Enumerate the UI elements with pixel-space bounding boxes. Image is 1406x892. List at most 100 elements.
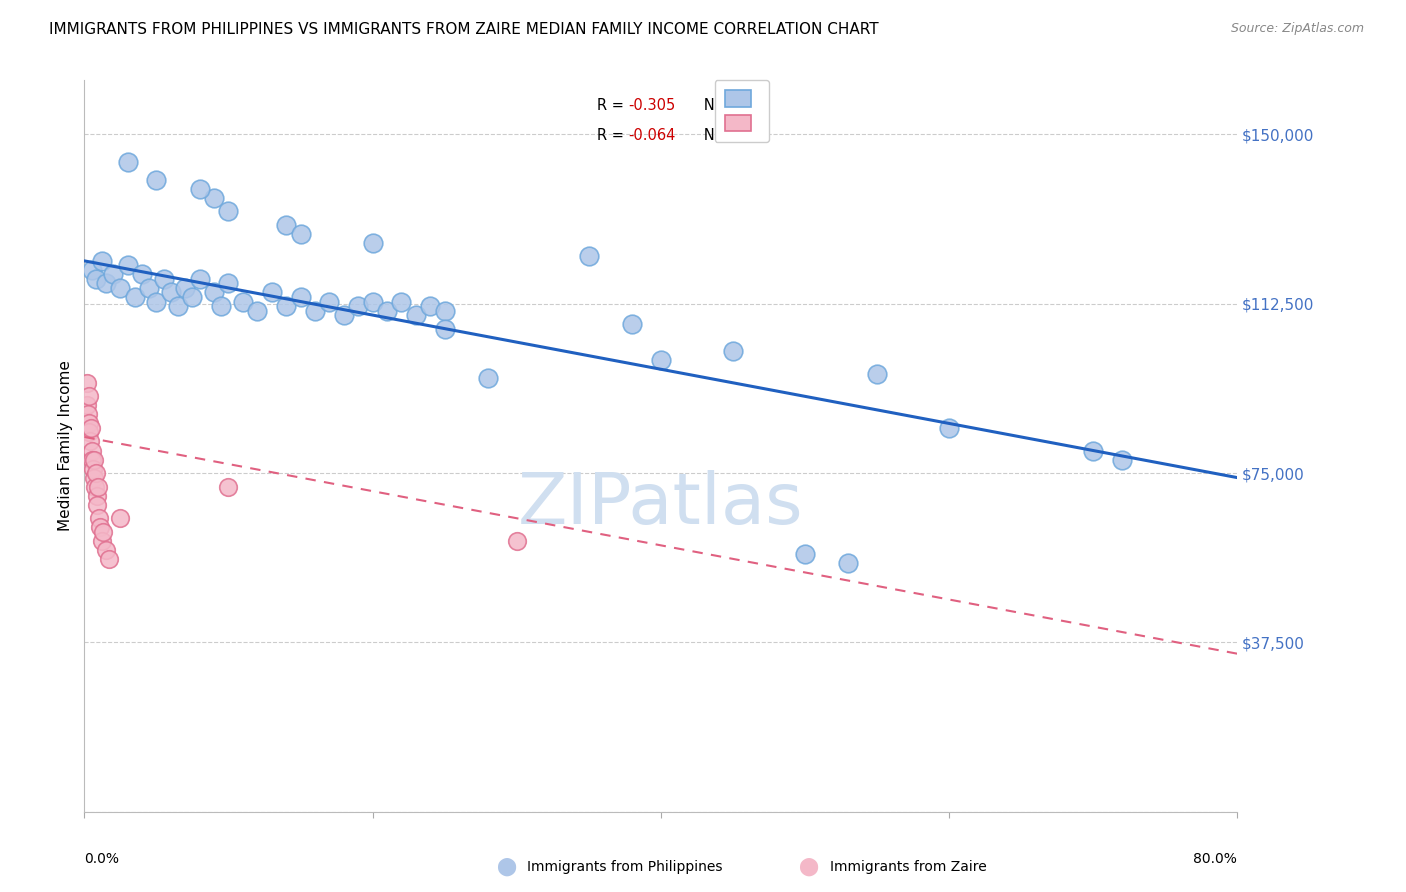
Point xyxy=(174,281,197,295)
Point xyxy=(938,421,960,435)
Point xyxy=(131,268,153,282)
Point xyxy=(84,480,107,494)
Point xyxy=(90,533,112,548)
Point xyxy=(202,285,225,300)
Text: 80.0%: 80.0% xyxy=(1194,852,1237,866)
Point xyxy=(94,542,117,557)
Point xyxy=(145,172,167,186)
Point xyxy=(276,299,298,313)
Point xyxy=(103,268,124,282)
Point xyxy=(202,191,225,205)
Text: IMMIGRANTS FROM PHILIPPINES VS IMMIGRANTS FROM ZAIRE MEDIAN FAMILY INCOME CORREL: IMMIGRANTS FROM PHILIPPINES VS IMMIGRANT… xyxy=(49,22,879,37)
Text: Immigrants from Philippines: Immigrants from Philippines xyxy=(527,860,723,874)
Text: ZIPatlas: ZIPatlas xyxy=(517,470,804,539)
Point xyxy=(1111,452,1133,467)
Point xyxy=(83,470,105,484)
Point xyxy=(84,466,107,480)
Text: N =: N = xyxy=(690,128,735,143)
Point xyxy=(80,452,103,467)
Point xyxy=(77,417,100,431)
Point xyxy=(76,376,98,390)
Point xyxy=(86,498,108,512)
Point xyxy=(209,299,232,313)
Point xyxy=(232,294,254,309)
Point xyxy=(80,421,103,435)
Point xyxy=(721,344,744,359)
Point xyxy=(405,308,427,322)
Point xyxy=(276,218,298,232)
Point xyxy=(160,285,183,300)
Point xyxy=(361,235,384,250)
Point xyxy=(290,290,312,304)
Point xyxy=(138,281,160,295)
Point xyxy=(80,443,103,458)
Point xyxy=(117,259,139,273)
Point xyxy=(578,249,600,263)
Point xyxy=(1083,443,1105,458)
Text: R =: R = xyxy=(598,128,628,143)
Point xyxy=(333,308,356,322)
Point xyxy=(246,303,269,318)
Point xyxy=(391,294,413,309)
Point xyxy=(124,290,146,304)
Text: Source: ZipAtlas.com: Source: ZipAtlas.com xyxy=(1230,22,1364,36)
Text: ⬤: ⬤ xyxy=(496,858,516,876)
Point xyxy=(260,285,283,300)
Point xyxy=(188,272,211,286)
Point xyxy=(79,425,101,440)
Point xyxy=(347,299,370,313)
Point xyxy=(794,547,817,561)
Point xyxy=(304,303,326,318)
Point xyxy=(361,294,384,309)
Point xyxy=(290,227,312,241)
Point xyxy=(837,557,859,571)
Point xyxy=(87,480,110,494)
Point xyxy=(82,461,104,475)
Point xyxy=(188,181,211,195)
Point xyxy=(86,489,108,503)
Legend: , : , xyxy=(714,80,769,142)
Text: ⬤: ⬤ xyxy=(799,858,818,876)
Point xyxy=(145,294,167,309)
Point xyxy=(90,253,112,268)
Point xyxy=(87,511,110,525)
Point xyxy=(77,389,100,403)
Point xyxy=(152,272,174,286)
Point xyxy=(89,520,111,534)
Point xyxy=(94,277,117,291)
Text: Immigrants from Zaire: Immigrants from Zaire xyxy=(830,860,986,874)
Text: N =: N = xyxy=(690,98,735,113)
Point xyxy=(866,367,889,381)
Text: 27: 27 xyxy=(728,128,747,143)
Point xyxy=(318,294,340,309)
Point xyxy=(84,272,107,286)
Point xyxy=(167,299,190,313)
Point xyxy=(117,154,139,169)
Point xyxy=(181,290,204,304)
Y-axis label: Median Family Income: Median Family Income xyxy=(58,360,73,532)
Point xyxy=(79,434,101,449)
Point xyxy=(83,452,105,467)
Text: R =: R = xyxy=(598,98,628,113)
Point xyxy=(433,321,456,335)
Point xyxy=(76,398,98,412)
Point xyxy=(218,480,240,494)
Point xyxy=(218,277,240,291)
Point xyxy=(77,408,100,422)
Point xyxy=(506,533,529,548)
Text: -0.064: -0.064 xyxy=(628,128,676,143)
Text: -0.305: -0.305 xyxy=(628,98,676,113)
Point xyxy=(477,371,499,385)
Point xyxy=(433,303,456,318)
Point xyxy=(375,303,398,318)
Point xyxy=(110,511,132,525)
Text: 0.0%: 0.0% xyxy=(84,852,120,866)
Point xyxy=(110,281,132,295)
Point xyxy=(80,263,103,277)
Point xyxy=(419,299,441,313)
Point xyxy=(218,204,240,219)
Point xyxy=(97,552,120,566)
Point xyxy=(621,317,644,331)
Point xyxy=(650,353,672,368)
Text: 59: 59 xyxy=(728,98,747,113)
